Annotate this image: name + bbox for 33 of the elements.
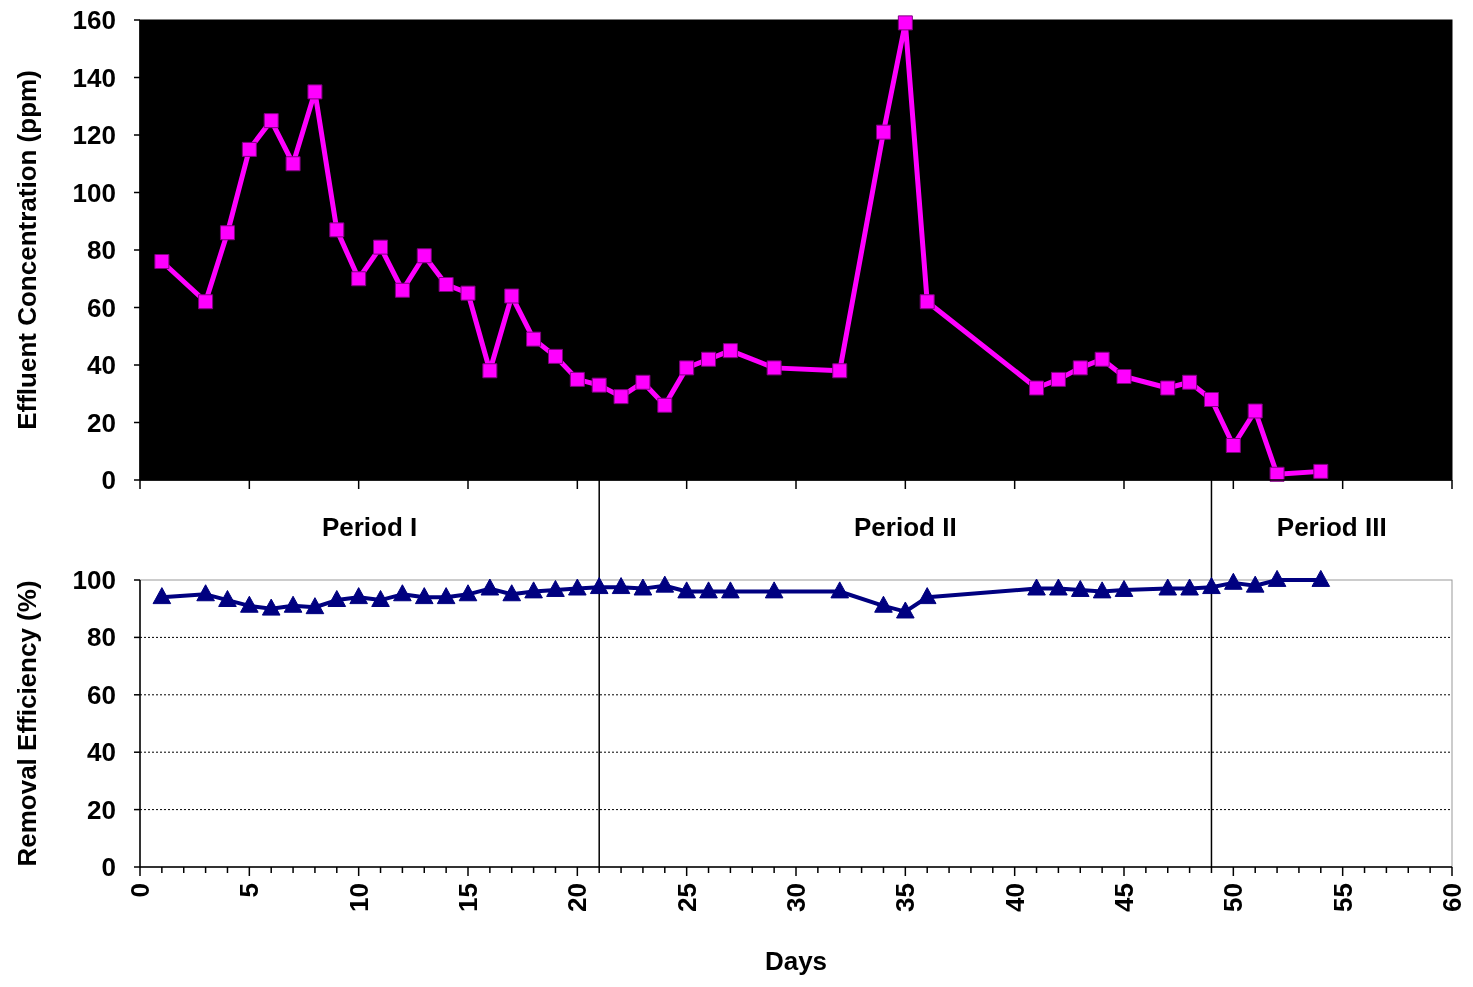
- y-tick-label: 80: [87, 622, 116, 653]
- y-tick-label: 120: [72, 120, 116, 150]
- x-tick-label: 10: [343, 883, 374, 912]
- y-tick-label: 100: [72, 565, 116, 595]
- text: Period I: [321, 512, 418, 542]
- x-tick-label: 15: [453, 883, 483, 912]
- y-tick-label: 20: [87, 407, 116, 438]
- x-tick-label: 25: [671, 883, 702, 912]
- y-tick-label: 60: [87, 679, 116, 710]
- y-tick-label: 140: [72, 62, 116, 93]
- x-tick-label: 60: [1437, 883, 1467, 912]
- y-tick-label: 40: [87, 350, 116, 380]
- y-tick-label: 100: [72, 177, 116, 208]
- text: Period III: [1276, 512, 1387, 542]
- x-tick-label: 5: [234, 883, 265, 898]
- x-tick-label: 35: [890, 883, 921, 912]
- text: Period II: [854, 512, 957, 542]
- y-tick-label: 40: [87, 737, 116, 768]
- y-tick-label: 80: [87, 235, 116, 265]
- x-tick-label: 50: [1218, 883, 1249, 912]
- y-tick-label: 160: [72, 5, 116, 35]
- x-tick-label: 20: [562, 883, 593, 912]
- x-tick-label: 30: [781, 883, 811, 912]
- x-axis-title: Days: [764, 946, 828, 976]
- y-axis-title: Effluent Concentration (ppm): [12, 70, 42, 430]
- x-tick-label: 55: [1327, 883, 1358, 912]
- y-tick-label: 0: [101, 465, 116, 495]
- x-tick-label: 0: [125, 883, 155, 898]
- y-axis-title: Removal Efficiency (%): [12, 580, 42, 867]
- x-tick-label: 40: [999, 883, 1030, 912]
- y-tick-label: 60: [87, 292, 116, 323]
- y-tick-label: 20: [87, 794, 116, 825]
- x-tick-label: 45: [1109, 883, 1139, 912]
